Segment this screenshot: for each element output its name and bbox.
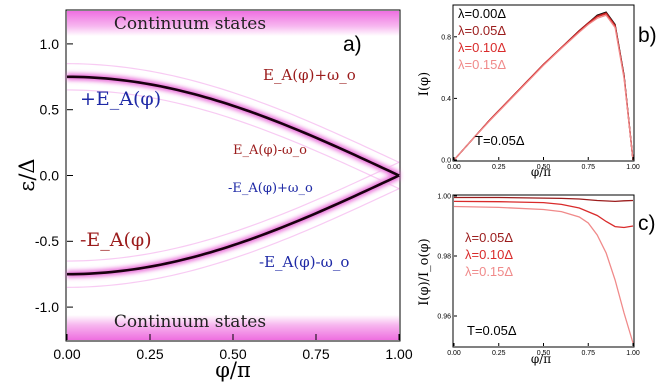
panel-a-xtick-label: 1.00: [385, 346, 412, 362]
andreev-line-andreev_negative: [66, 174, 400, 276]
panel-c-xtick-label: 1.00: [626, 350, 640, 357]
panel-b: 0.00 0.25 0.50 0.75 1.00 0.0 0.4 0.8 b) T=0.05Δ…: [417, 4, 657, 179]
panel-a-xlabel: φ/π: [215, 358, 251, 382]
continuum-band-top: [67, 11, 399, 36]
panel-b-xtick-label: 0.50: [537, 164, 551, 171]
panel-c-xlabel: φ/π: [531, 352, 551, 366]
legend-b-lambda-015: λ=0.15Δ: [458, 57, 506, 72]
panel-a-frame: [65, 9, 401, 342]
panel-b-series-3: [453, 14, 634, 161]
panel-c: 0.00 0.25 0.50 0.75 1.00 1.00 0.98 0.96 c) T=0.…: [417, 193, 656, 366]
panel-c-xtick-label: 0.50: [537, 350, 551, 357]
panel-c-ylabel: I(φ)/I_o(φ): [417, 238, 432, 305]
panel-label-b: b): [638, 24, 657, 47]
panel-b-ylabel: I(φ): [417, 72, 432, 96]
panel-b-xtick-label: 0.25: [492, 164, 506, 171]
legend-c-lambda-010: λ=0.10Δ: [465, 247, 513, 262]
panel-a-xtick-label: 0.00: [53, 346, 80, 362]
panel-a-ytick-label: 0.0: [40, 167, 60, 183]
panel-b-annotation: T=0.05Δ: [475, 133, 525, 148]
panel-a-ytick-label: -1.0: [35, 299, 59, 315]
panel-label-a: a): [343, 33, 362, 56]
panel-a-ylabel: ε/Δ: [15, 158, 39, 191]
label-EA-plus-w: E_A(φ)+ω_o: [263, 66, 356, 84]
panel-a-xtick-label: 0.75: [302, 346, 329, 362]
panel-b-xlabel: φ/π: [531, 165, 551, 179]
panel-b-ticks: 0.00 0.25 0.50 0.75 1.00 0.0 0.4 0.8: [441, 34, 640, 171]
panel-c-series-2: [453, 205, 634, 344]
panel-a: 0.00 0.25 0.50 0.75 1.00 1.0 0.5 0.0 -0.5 -1.0 Co…: [15, 9, 413, 382]
panel-c-xtick-label: 0.00: [447, 350, 461, 357]
label-mEA-plus-w: -E_A(φ)+ω_o: [228, 181, 313, 196]
panel-a-ytick-label: 0.5: [40, 102, 60, 118]
andreev-lines: [66, 75, 400, 276]
panel-b-ytick-label: 0.0: [441, 157, 451, 164]
continuum-label-top: Continuum states: [114, 14, 266, 34]
legend-b-lambda-000: λ=0.00Δ: [458, 6, 506, 21]
panel-b-xtick-label: 1.00: [626, 164, 640, 171]
panel-c-lines: [453, 196, 634, 344]
legend-c-lambda-015: λ=0.15Δ: [465, 264, 513, 279]
panel-b-ytick-label: 0.8: [441, 34, 451, 41]
andreev-line-andreev_positive: [66, 75, 400, 177]
label-mEA-minus-w: -E_A(φ)-ω_o: [259, 253, 349, 271]
panel-a-ytick-label: -0.5: [35, 233, 59, 249]
satellite-lines: [66, 63, 400, 288]
label-minus-EA: -E_A(φ): [80, 229, 152, 251]
panel-c-ytick-label: 0.98: [437, 253, 451, 260]
satellite-line: [66, 89, 400, 190]
panel-a-ticks: 0.00 0.25 0.50 0.75 1.00 1.0 0.5 0.0 -0.5 -1.0: [35, 36, 413, 362]
panel-c-ytick-label: 1.00: [437, 193, 451, 200]
panel-c-annotation: T=0.05Δ: [467, 323, 517, 338]
panel-c-series-1: [453, 200, 634, 229]
panel-c-ticks: 0.00 0.25 0.50 0.75 1.00 1.00 0.98 0.96: [437, 193, 640, 357]
panel-c-series-0: [454, 196, 634, 203]
legend-b-lambda-005: λ=0.05Δ: [458, 23, 506, 38]
panel-b-lines: [453, 11, 634, 161]
panel-c-legend: λ=0.05Δ λ=0.10Δ λ=0.15Δ: [465, 230, 513, 279]
legend-c-lambda-005: λ=0.05Δ: [465, 230, 513, 245]
panel-b-xtick-label: 0.00: [447, 164, 461, 171]
panel-b-legend: λ=0.00Δ λ=0.05Δ λ=0.10Δ λ=0.15Δ: [458, 6, 506, 72]
panel-b-xtick-label: 0.75: [581, 164, 595, 171]
panel-b-frame: [452, 4, 635, 162]
panel-c-ytick-label: 0.96: [437, 313, 451, 320]
panel-label-c: c): [638, 212, 656, 235]
continuum-label-bottom: Continuum states: [114, 312, 266, 332]
label-plus-EA: +E_A(φ): [80, 88, 161, 110]
satellite-line: [66, 161, 400, 262]
panel-a-ytick-label: 1.0: [40, 36, 60, 52]
panel-b-ytick-label: 0.4: [441, 96, 451, 103]
satellite-line: [66, 63, 400, 163]
legend-b-lambda-010: λ=0.10Δ: [458, 40, 506, 55]
satellite-line: [66, 188, 400, 288]
panel-a-xtick-label: 0.50: [219, 346, 246, 362]
label-EA-minus-w: E_A(φ)-ω_o: [233, 143, 307, 158]
panel-c-xtick-label: 0.75: [581, 350, 595, 357]
panel-a-xtick-label: 0.25: [136, 346, 163, 362]
panel-c-xtick-label: 0.25: [492, 350, 506, 357]
